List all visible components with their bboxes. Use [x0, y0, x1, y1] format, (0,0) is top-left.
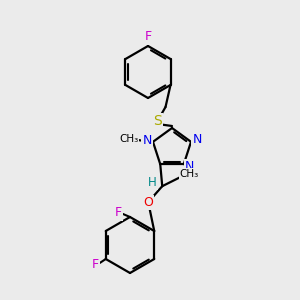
Text: F: F [114, 206, 122, 220]
Text: N: N [192, 133, 202, 146]
Text: CH₃: CH₃ [180, 169, 199, 179]
Text: S: S [153, 114, 162, 128]
Text: O: O [143, 196, 153, 209]
Text: N: N [185, 160, 194, 173]
Text: F: F [144, 31, 152, 44]
Text: CH₃: CH₃ [119, 134, 139, 144]
Text: N: N [142, 134, 152, 147]
Text: H: H [148, 176, 157, 189]
Text: F: F [92, 259, 99, 272]
